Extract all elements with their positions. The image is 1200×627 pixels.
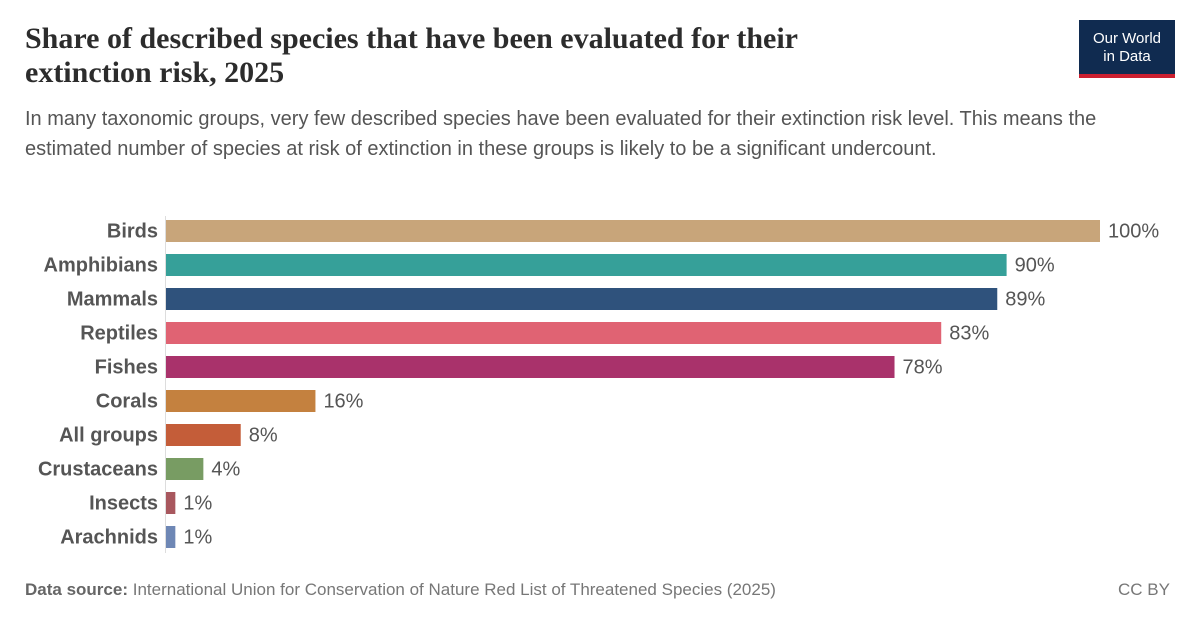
bar (166, 288, 998, 310)
category-label: Insects (89, 492, 158, 514)
bar (166, 492, 176, 514)
category-label: Arachnids (60, 526, 158, 548)
category-label: Corals (96, 390, 158, 412)
category-label: Birds (107, 220, 158, 242)
value-label: 89% (1005, 288, 1045, 310)
source: Data source: International Union for Con… (25, 580, 776, 600)
chart: Birds 100% Amphibians 90% Mammals 89% Reptiles… (38, 216, 1159, 553)
category-label: All groups (59, 424, 158, 446)
chart-title: Share of described species that have bee… (25, 22, 798, 89)
bar (166, 424, 241, 446)
value-label: 78% (903, 356, 943, 378)
source-label: Data source: (25, 580, 128, 599)
value-label: 100% (1108, 220, 1159, 242)
logo-line: Our World (1092, 30, 1162, 47)
bar (166, 322, 942, 344)
license[interactable]: CC BY (1118, 580, 1170, 599)
value-label: 8% (249, 424, 278, 446)
category-label: Reptiles (80, 322, 158, 344)
value-label: 16% (323, 390, 363, 412)
chart-subtitle: In many taxonomic groups, very few descr… (25, 108, 1097, 160)
logo-line: in Data (1103, 48, 1151, 65)
value-label: 1% (183, 526, 212, 548)
bar (166, 220, 1100, 242)
category-label: Mammals (67, 288, 158, 310)
bar (166, 458, 204, 480)
value-label: 1% (183, 492, 212, 514)
logo[interactable]: Our World in Data (1079, 20, 1175, 78)
value-label: 83% (949, 322, 989, 344)
value-label: 4% (211, 458, 240, 480)
category-label: Crustaceans (38, 458, 158, 480)
bar (166, 526, 176, 548)
value-label: 90% (1015, 254, 1055, 276)
bar (166, 390, 316, 412)
category-label: Amphibians (44, 254, 158, 276)
source-text[interactable]: International Union for Conservation of … (132, 580, 776, 599)
bar (166, 254, 1007, 276)
category-label: Fishes (95, 356, 158, 378)
bar (166, 356, 895, 378)
